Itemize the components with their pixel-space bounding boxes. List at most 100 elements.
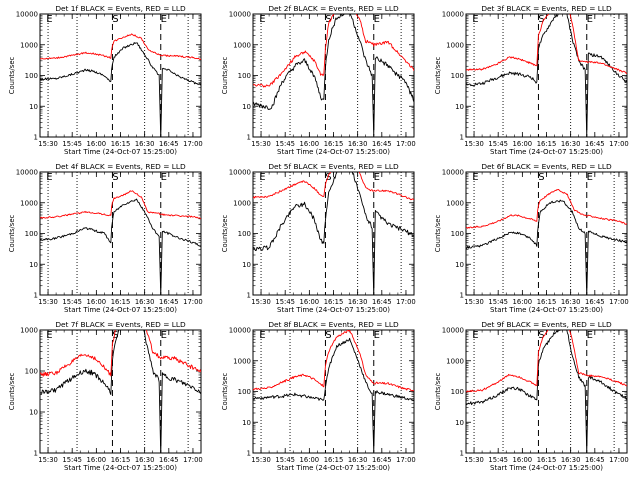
y-axis-label: Counts/sec: [8, 215, 16, 253]
plot-frame: [39, 329, 202, 454]
y-tick-label: 10: [242, 419, 251, 427]
lld-series-line: [253, 172, 414, 201]
x-axis-label: Start Time (24-Oct-07 15:25:00): [277, 306, 390, 314]
x-tick-label: 16:15: [324, 298, 344, 306]
x-tick-label: 15:45: [275, 456, 295, 464]
interval-marker: E: [46, 172, 52, 183]
y-tick-label: 10000: [229, 11, 251, 19]
x-tick-label: 16:30: [561, 456, 581, 464]
x-tick-label: 16:00: [513, 456, 533, 464]
lld-series-line: [40, 190, 201, 220]
x-tick-label: 17:00: [609, 140, 629, 148]
interval-marker: E: [587, 172, 593, 183]
series-group: [40, 33, 201, 137]
x-tick-label: 16:30: [561, 298, 581, 306]
series-group: [466, 14, 627, 137]
x-tick-label: 15:45: [62, 298, 82, 306]
y-tick-label: 10: [455, 419, 464, 427]
y-tick-label: 1000: [233, 357, 251, 365]
series-group: [253, 172, 414, 295]
x-tick-label: 16:45: [372, 298, 392, 306]
series-group: [253, 14, 414, 136]
y-tick-label: 10000: [442, 169, 464, 177]
x-tick-label: 16:00: [300, 140, 320, 148]
x-tick-label: 15:45: [488, 298, 508, 306]
plot-frame: [465, 329, 628, 454]
y-tick-label: 1000: [20, 327, 38, 335]
y-tick-label: 1: [247, 134, 251, 142]
y-tick-label: 1000: [233, 199, 251, 207]
interval-marker: E: [161, 172, 167, 183]
y-axis-label: Counts/sec: [221, 373, 229, 411]
x-axis-label: Start Time (24-Oct-07 15:25:00): [490, 464, 603, 472]
panel-det-5: Det 5f BLACK = Events, RED = LLD 1 10 100 10…: [221, 162, 416, 314]
x-tick-label: 16:15: [537, 298, 557, 306]
x-tick-label: 15:30: [38, 456, 58, 464]
x-tick-label: 15:45: [62, 456, 82, 464]
x-tick-label: 16:15: [537, 456, 557, 464]
interval-marker: E: [161, 330, 167, 341]
x-tick-label: 17:00: [396, 140, 416, 148]
interval-marker: E: [374, 172, 380, 183]
panel-title: Det 1f BLACK = Events, RED = LLD: [55, 4, 186, 13]
y-axis-label: Counts/sec: [8, 373, 16, 411]
y-axis-label: Counts/sec: [8, 57, 16, 95]
plot-frame: [465, 171, 628, 296]
y-axis-label: Counts/sec: [221, 215, 229, 253]
lld-series-line: [253, 14, 414, 88]
x-tick-label: 15:30: [38, 140, 58, 148]
panel-det-2: Det 2f BLACK = Events, RED = LLD 1 10 100 10…: [221, 4, 416, 156]
x-tick-label: 16:15: [111, 456, 131, 464]
x-tick-label: 16:00: [87, 298, 107, 306]
y-tick-label: 1000: [446, 41, 464, 49]
interval-marker: S: [112, 330, 118, 341]
panel-det-6: Det 6f BLACK = Events, RED = LLD 1 10 100 10…: [434, 162, 629, 314]
x-tick-label: 16:15: [111, 140, 131, 148]
y-tick-label: 100: [451, 230, 464, 238]
y-tick-label: 10: [242, 103, 251, 111]
x-tick-label: 16:00: [300, 456, 320, 464]
panel-det-1: Det 1f BLACK = Events, RED = LLD 1 10 100 10…: [8, 4, 203, 156]
events-series-line: [466, 330, 627, 453]
interval-marker: E: [587, 14, 593, 25]
x-tick-label: 16:45: [159, 298, 179, 306]
y-axis-label: Counts/sec: [434, 215, 442, 253]
y-tick-label: 10: [29, 103, 38, 111]
x-tick-label: 15:30: [251, 298, 271, 306]
lld-series-line: [253, 330, 414, 392]
interval-marker: S: [112, 14, 118, 25]
plot-frame: [252, 329, 415, 454]
lld-series-line: [40, 33, 201, 61]
x-tick-label: 16:45: [159, 140, 179, 148]
x-tick-label: 15:45: [62, 140, 82, 148]
x-axis-label: Start Time (24-Oct-07 15:25:00): [64, 306, 177, 314]
y-tick-label: 10000: [442, 11, 464, 19]
panel-title: Det 7f BLACK = Events, RED = LLD: [55, 320, 186, 329]
interval-marker: E: [472, 14, 478, 25]
series-group: [253, 330, 414, 453]
y-tick-label: 100: [25, 72, 38, 80]
x-tick-label: 16:45: [159, 456, 179, 464]
y-tick-label: 100: [451, 72, 464, 80]
plot-frame: [465, 13, 628, 138]
x-tick-label: 16:45: [585, 298, 605, 306]
x-tick-label: 17:00: [183, 298, 203, 306]
x-tick-label: 16:00: [513, 140, 533, 148]
panel-title: Det 2f BLACK = Events, RED = LLD: [268, 4, 399, 13]
series-group: [466, 188, 627, 295]
x-tick-label: 16:15: [111, 298, 131, 306]
panel-det-3: Det 3f BLACK = Events, RED = LLD 1 10 100 10…: [434, 4, 629, 156]
interval-marker: E: [259, 172, 265, 183]
y-tick-label: 1000: [233, 41, 251, 49]
lld-series-line: [466, 330, 627, 393]
interval-marker: S: [538, 330, 544, 341]
events-series-line: [40, 198, 201, 295]
y-tick-label: 1: [460, 134, 464, 142]
y-tick-label: 100: [238, 230, 251, 238]
x-tick-label: 16:45: [372, 140, 392, 148]
y-tick-label: 1: [460, 450, 464, 458]
panel-title: Det 3f BLACK = Events, RED = LLD: [481, 4, 612, 13]
x-tick-label: 15:30: [251, 140, 271, 148]
y-tick-label: 100: [25, 230, 38, 238]
